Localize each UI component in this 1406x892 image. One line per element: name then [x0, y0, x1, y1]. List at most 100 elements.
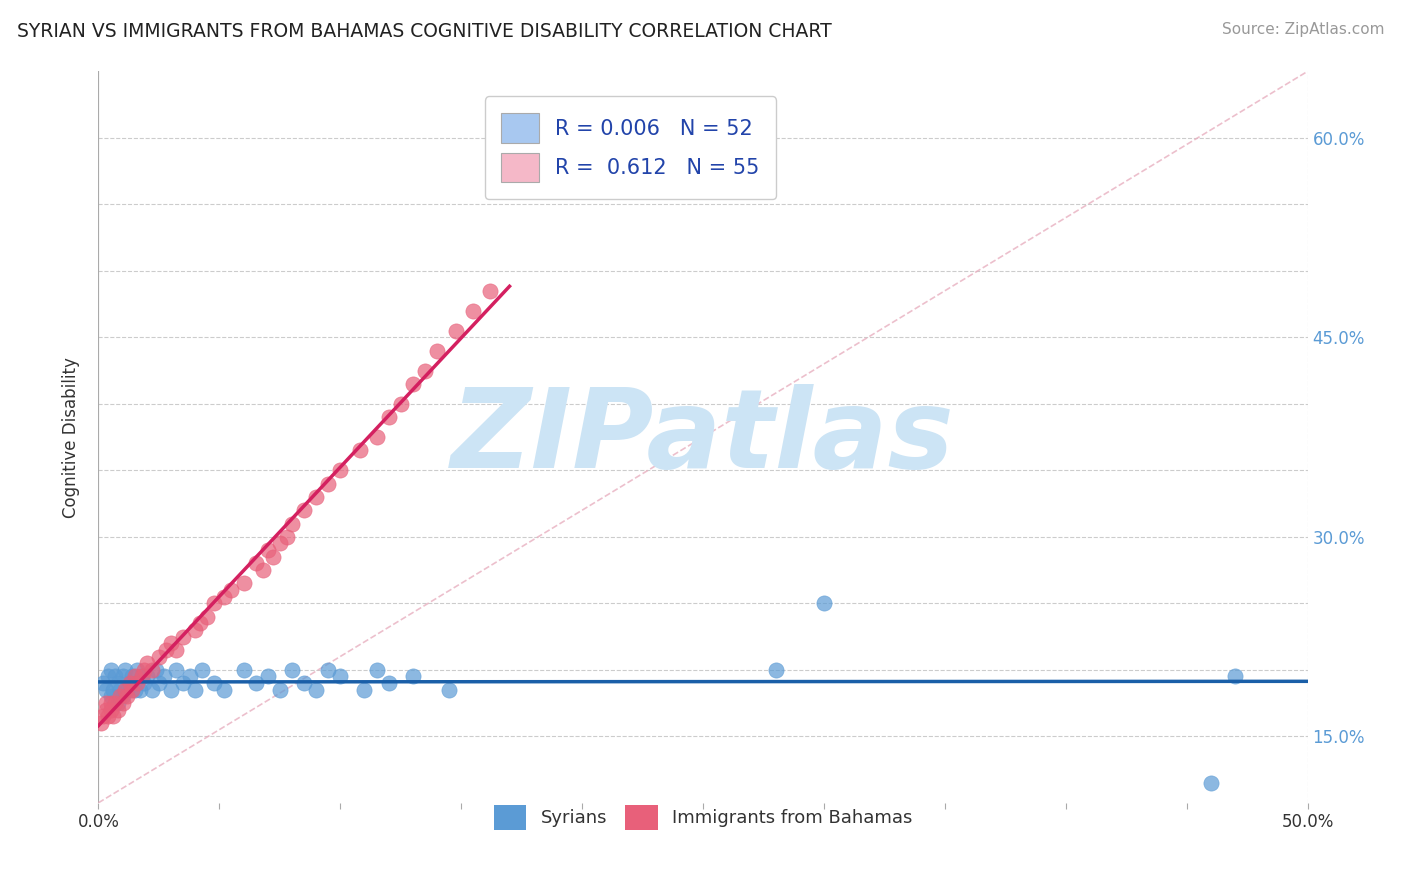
- Point: [91, 709, 114, 723]
- Point: [463, 303, 485, 318]
- Point: [305, 682, 328, 697]
- Point: [172, 676, 194, 690]
- Point: [446, 324, 468, 338]
- Point: [204, 676, 226, 690]
- Point: [292, 676, 315, 690]
- Point: [349, 443, 371, 458]
- Point: [1223, 669, 1246, 683]
- Point: [101, 709, 124, 723]
- Point: [134, 663, 156, 677]
- Point: [184, 682, 207, 697]
- Point: [160, 682, 183, 697]
- Point: [191, 663, 214, 677]
- Point: [402, 669, 425, 683]
- Point: [204, 596, 226, 610]
- Point: [389, 397, 412, 411]
- Point: [121, 682, 143, 697]
- Point: [305, 490, 328, 504]
- Point: [245, 557, 267, 571]
- Point: [97, 709, 120, 723]
- Point: [121, 669, 143, 683]
- Point: [212, 590, 235, 604]
- Point: [437, 682, 460, 697]
- Point: [188, 616, 211, 631]
- Point: [377, 676, 399, 690]
- Point: [232, 576, 254, 591]
- Point: [128, 682, 150, 697]
- Text: Source: ZipAtlas.com: Source: ZipAtlas.com: [1222, 22, 1385, 37]
- Point: [108, 690, 131, 704]
- Point: [127, 663, 149, 677]
- Point: [148, 676, 170, 690]
- Point: [1199, 776, 1222, 790]
- Point: [160, 636, 183, 650]
- Point: [127, 676, 149, 690]
- Point: [232, 663, 254, 677]
- Point: [256, 669, 278, 683]
- Point: [329, 669, 352, 683]
- Point: [131, 669, 153, 683]
- Point: [366, 430, 388, 444]
- Text: SYRIAN VS IMMIGRANTS FROM BAHAMAS COGNITIVE DISABILITY CORRELATION CHART: SYRIAN VS IMMIGRANTS FROM BAHAMAS COGNIT…: [17, 22, 831, 41]
- Point: [104, 696, 127, 710]
- Point: [118, 676, 141, 690]
- Point: [329, 463, 352, 477]
- Point: [145, 663, 167, 677]
- Point: [252, 563, 274, 577]
- Point: [316, 476, 339, 491]
- Point: [172, 630, 194, 644]
- Point: [152, 669, 174, 683]
- Point: [111, 690, 134, 704]
- Point: [165, 663, 187, 677]
- Point: [165, 643, 187, 657]
- Point: [195, 609, 218, 624]
- Point: [366, 663, 388, 677]
- Point: [117, 690, 139, 704]
- Point: [131, 669, 153, 683]
- Point: [426, 343, 449, 358]
- Point: [377, 410, 399, 425]
- Point: [94, 682, 117, 697]
- Point: [107, 676, 129, 690]
- Point: [91, 676, 114, 690]
- Point: [135, 656, 157, 670]
- Point: [479, 284, 502, 298]
- Point: [94, 696, 117, 710]
- Point: [134, 676, 156, 690]
- Point: [97, 669, 120, 683]
- Point: [107, 696, 129, 710]
- Point: [100, 696, 122, 710]
- Point: [135, 669, 157, 683]
- Point: [212, 682, 235, 697]
- Point: [124, 669, 146, 683]
- Point: [124, 682, 146, 697]
- Point: [353, 682, 375, 697]
- Legend: Syrians, Immigrants from Bahamas: Syrians, Immigrants from Bahamas: [486, 797, 920, 838]
- Point: [413, 363, 436, 377]
- Point: [114, 663, 136, 677]
- Point: [117, 682, 139, 697]
- Point: [94, 703, 117, 717]
- Point: [90, 716, 112, 731]
- Point: [179, 669, 201, 683]
- Point: [114, 682, 136, 697]
- Point: [245, 676, 267, 690]
- Point: [184, 623, 207, 637]
- Point: [316, 663, 339, 677]
- Point: [104, 669, 127, 683]
- Point: [108, 682, 131, 697]
- Point: [269, 536, 291, 550]
- Point: [281, 516, 304, 531]
- Point: [111, 669, 134, 683]
- Point: [107, 703, 129, 717]
- Point: [256, 543, 278, 558]
- Point: [155, 643, 177, 657]
- Y-axis label: Cognitive Disability: Cognitive Disability: [62, 357, 80, 517]
- Point: [765, 663, 787, 677]
- Point: [118, 676, 141, 690]
- Text: ZIPatlas: ZIPatlas: [451, 384, 955, 491]
- Point: [100, 690, 122, 704]
- Point: [269, 682, 291, 697]
- Point: [221, 582, 243, 597]
- Point: [100, 703, 122, 717]
